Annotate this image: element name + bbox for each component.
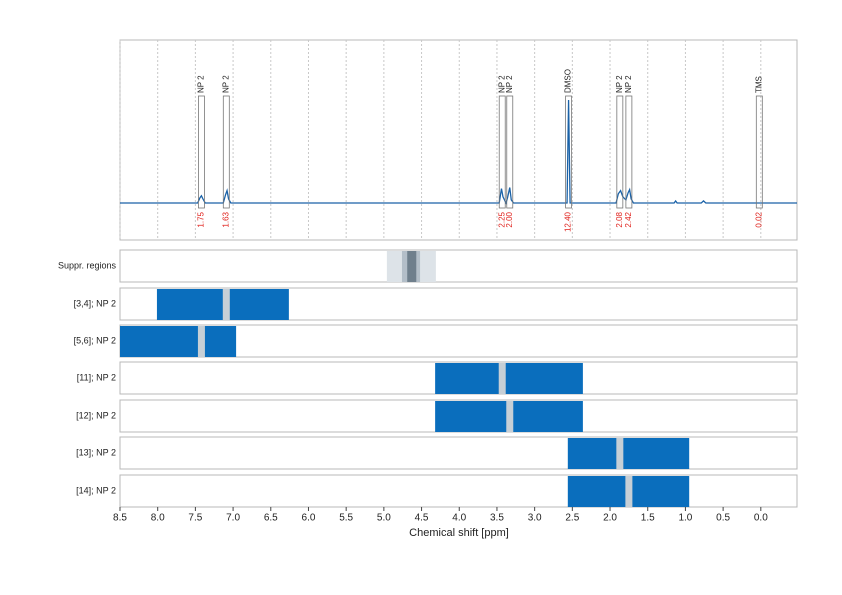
spectrum-panel [119,39,798,241]
region-bar [567,438,690,469]
region-center [197,326,205,357]
x-axis-label: Chemical shift [ppm] [409,527,509,539]
x-tick-label: 3.5 [490,513,504,524]
integral-label: 2.42 [624,211,633,227]
region-center [625,476,633,507]
x-tick-label: 2.0 [603,513,617,524]
row-label: [5,6]; NP 2 [74,335,116,345]
integral-label: 2.00 [505,211,514,227]
integral-label: 2.25 [497,211,506,227]
x-tick-label: 8.0 [151,513,165,524]
region-bar [435,363,583,394]
row-label: [3,4]; NP 2 [74,298,116,308]
peak-label: NP 2 [497,75,506,93]
region-bar [120,326,237,357]
x-tick-label: 1.0 [678,513,692,524]
x-tick-label: 7.0 [226,513,240,524]
x-tick-label: 3.0 [528,513,542,524]
integral-label: 0.02 [754,211,763,227]
x-tick-label: 7.5 [188,513,202,524]
row-label: [14]; NP 2 [76,485,116,495]
x-tick-label: 2.5 [565,513,579,524]
x-tick-label: 4.5 [415,513,429,524]
peak-box [222,95,230,209]
x-tick-label: 5.5 [339,513,353,524]
row-panel [119,249,798,283]
peak-box [755,95,763,209]
region-center [616,438,624,469]
region-center [506,401,514,432]
integral-label: 2.08 [615,211,624,227]
peak-box [506,95,514,209]
row-panel [119,474,798,508]
x-tick-label: 6.5 [264,513,278,524]
x-tick-label: 5.0 [377,513,391,524]
x-tick-label: 8.5 [113,513,127,524]
row-panel [119,436,798,470]
peak-box [616,95,624,209]
row-label: [11]; NP 2 [77,372,116,382]
peak-label: DMSO [564,69,573,93]
peak-label: NP 2 [624,75,633,93]
x-tick-label: 6.0 [302,513,316,524]
peak-label: NP 2 [505,75,514,93]
suppression-band [407,251,417,282]
peak-label: NP 2 [221,75,230,93]
x-tick-label: 0.0 [754,513,768,524]
integral-label: 12.40 [564,211,573,232]
peak-box [565,95,572,209]
peak-label: TMS [754,76,763,93]
x-tick-label: 1.5 [641,513,655,524]
integral-label: 1.75 [197,211,206,227]
peak-box [198,95,205,209]
region-center [222,289,230,320]
x-tick-label: 4.0 [452,513,466,524]
row-label: [12]; NP 2 [76,410,116,420]
peak-label: NP 2 [197,75,206,93]
row-label: [13]; NP 2 [76,447,116,457]
peak-box [625,95,633,209]
row-label: Suppr. regions [58,260,117,270]
x-tick-label: 0.5 [716,513,730,524]
peak-box [498,95,506,209]
region-center [498,363,506,394]
integral-label: 1.63 [221,211,230,227]
peak-label: NP 2 [615,75,624,93]
